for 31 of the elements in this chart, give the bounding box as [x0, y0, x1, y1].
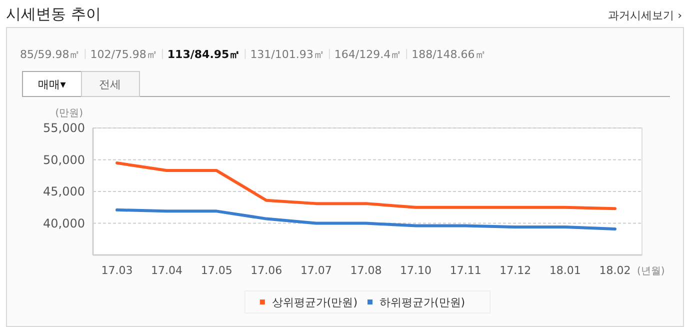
text: 113/84.95㎡	[167, 48, 240, 61]
x-tick-label: 17.10	[400, 264, 432, 277]
x-tick-label: 17.07	[300, 264, 332, 277]
y-tick-label: 45,000	[43, 184, 85, 198]
line-series	[116, 208, 616, 230]
text: 164/129.4㎡	[334, 48, 402, 61]
x-tick-label: 17.11	[450, 264, 482, 277]
legend-label: 하위평균가(만원)	[380, 296, 466, 309]
y-tick-label: 40,000	[43, 216, 85, 230]
line-series	[116, 161, 616, 210]
legend-label: 상위평균가(만원)	[272, 296, 358, 309]
x-tick-label: 18.01	[549, 264, 581, 277]
text: 131/101.93㎡	[250, 48, 324, 61]
text: 102/75.98㎡	[90, 48, 158, 61]
y-tick-label: 50,000	[43, 152, 85, 167]
text: 매매▾	[38, 78, 66, 91]
x-axis-title: (년월)	[637, 266, 665, 277]
x-tick-label: 18.02	[599, 264, 631, 277]
y-tick-label: 55,000	[43, 121, 85, 135]
text: 85/59.98㎡	[20, 48, 80, 61]
x-tick-label: 17.12	[500, 264, 532, 277]
x-tick-label: 17.08	[350, 264, 382, 277]
x-tick-label: 17.06	[250, 264, 282, 277]
x-tick-label: 17.05	[200, 264, 232, 277]
chart-title: 시세변동 추이	[6, 5, 101, 23]
y-axis-title: (만원)	[55, 108, 84, 119]
text: 전세	[99, 78, 121, 91]
text: 과거시세보기 ›	[608, 9, 682, 22]
x-tick-label: 17.03	[101, 264, 133, 277]
text: 188/148.66㎡	[412, 48, 486, 61]
x-tick-label: 17.04	[151, 264, 183, 277]
